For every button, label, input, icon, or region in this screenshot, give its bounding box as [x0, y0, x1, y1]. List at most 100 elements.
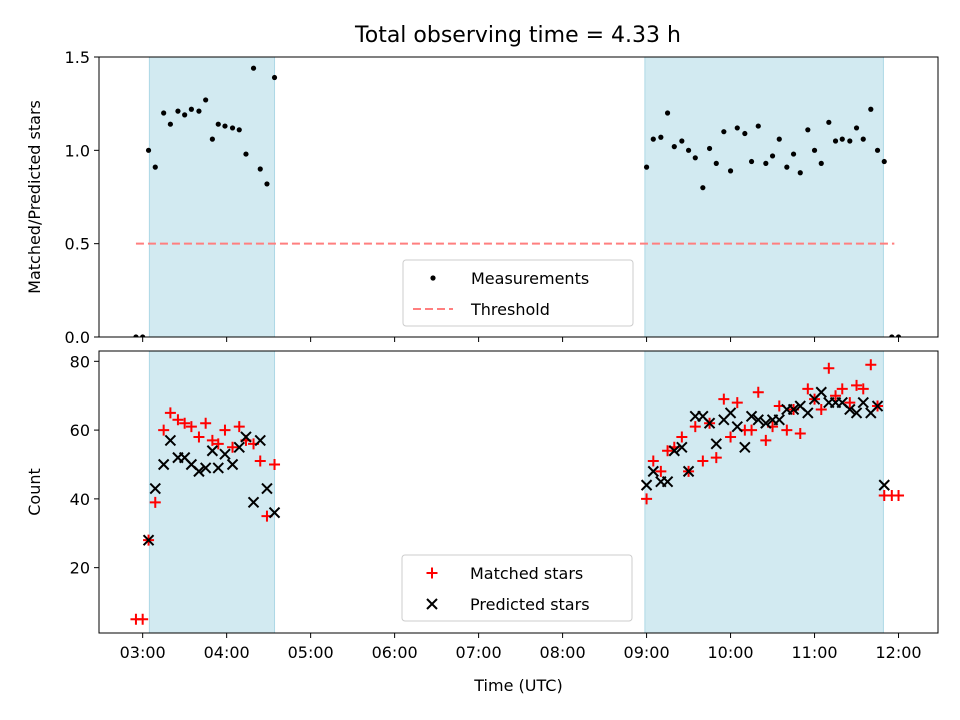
observing-window-1 [148, 350, 276, 634]
data-point [164, 407, 176, 419]
data-point [860, 136, 866, 142]
data-point [703, 417, 716, 429]
data-point [776, 136, 782, 142]
data-point [145, 147, 152, 153]
data-point [748, 158, 755, 165]
data-point [851, 379, 863, 391]
data-point [650, 136, 656, 142]
data-point [802, 383, 814, 395]
data-point [640, 479, 653, 491]
x-tick-label: 03:00 [120, 643, 166, 662]
data-point [763, 160, 769, 166]
data-point [689, 421, 701, 433]
data-point [664, 110, 671, 116]
data-point [868, 106, 874, 112]
count-panel: 20 40 60 80 03:00 04:00 05:00 06:00 07:00 08:00 09… [25, 350, 939, 695]
data-point [227, 441, 239, 453]
data-point [685, 147, 692, 153]
data-point [142, 534, 155, 546]
data-point [710, 452, 722, 464]
data-point [676, 431, 688, 443]
data-point [655, 465, 667, 477]
data-point [658, 134, 664, 140]
data-point [679, 138, 685, 144]
data-point [269, 458, 281, 470]
y-tick-label: 0.0 [65, 328, 90, 347]
data-point [781, 424, 793, 436]
legend-marker [426, 598, 438, 610]
data-point [865, 359, 877, 371]
axes-frame [98, 56, 939, 338]
data-point [697, 455, 709, 467]
data-point [261, 482, 273, 495]
data-point [152, 164, 158, 170]
data-point [857, 383, 869, 395]
data-point [710, 438, 722, 450]
data-point [219, 448, 231, 460]
legend-label: Predicted stars [470, 595, 590, 614]
data-point [647, 455, 659, 467]
x-tick-label: 04:00 [204, 643, 250, 662]
data-point [797, 170, 803, 176]
data-point [200, 417, 212, 429]
data-point [836, 383, 848, 395]
data-point [844, 397, 856, 409]
data-point [203, 97, 209, 103]
data-point [179, 417, 191, 429]
data-point [164, 434, 177, 447]
data-point [161, 110, 167, 116]
data-point [839, 136, 845, 142]
data-point [182, 112, 188, 118]
data-point [140, 334, 146, 337]
data-point [815, 403, 827, 415]
x-tick-label: 10:00 [708, 643, 754, 662]
data-point [826, 119, 832, 125]
data-point [257, 166, 263, 172]
data-point [209, 136, 215, 142]
data-point [794, 428, 806, 440]
data-point [692, 155, 698, 161]
data-point [157, 458, 170, 471]
data-point [713, 160, 719, 166]
x-tick-label: 11:00 [791, 643, 837, 662]
data-point [752, 414, 764, 426]
data-point [222, 123, 228, 129]
data-point [871, 400, 884, 412]
x-tick-label: 07:00 [456, 643, 502, 662]
y-axis-label: Matched/Predicted stars [25, 100, 44, 294]
series-measurements [133, 65, 902, 337]
data-point [250, 65, 257, 71]
data-point [167, 121, 173, 127]
legend: Measurements Threshold [402, 259, 634, 327]
data-point [133, 334, 139, 337]
data-point [247, 496, 260, 509]
data-point [233, 421, 245, 433]
data-point [268, 506, 281, 519]
legend: Matched stars Predicted stars [401, 554, 633, 622]
data-point [212, 438, 224, 450]
data-point [755, 123, 761, 129]
data-point [149, 496, 161, 508]
x-tick-label: 06:00 [372, 643, 418, 662]
data-point [706, 145, 713, 152]
data-point [254, 434, 266, 447]
data-point [805, 127, 811, 133]
data-point [718, 393, 730, 405]
data-point [188, 106, 194, 112]
y-tick-label: 20 [70, 559, 90, 578]
data-point [760, 434, 772, 446]
y-tick-label: 0.5 [65, 235, 90, 254]
data-point [676, 441, 688, 454]
data-point [878, 479, 890, 491]
data-point [236, 127, 242, 133]
data-point [219, 424, 231, 436]
x-tick-label: 12:00 [875, 643, 921, 662]
data-point [881, 158, 887, 165]
data-point [853, 125, 860, 131]
data-point [830, 390, 842, 402]
ratio-panel: 0.0 0.5 1.0 1.5 Matched/Predicted stars Measu… [25, 48, 939, 347]
data-point [271, 74, 278, 81]
data-point [643, 164, 650, 170]
data-point [254, 455, 266, 467]
